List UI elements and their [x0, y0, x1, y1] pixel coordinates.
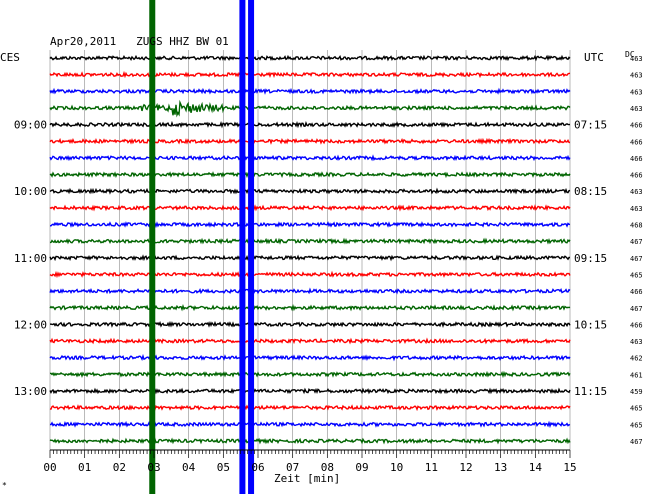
x-tick-label: 07 [286, 461, 299, 474]
dc-label: DC [625, 50, 635, 59]
dc-offset-0: 463 [630, 55, 643, 63]
dc-offset-8: 463 [630, 188, 643, 196]
trace-15 [49, 303, 571, 312]
dc-offset-14: 466 [630, 288, 643, 296]
x-tick-label: 05 [217, 461, 230, 474]
trace-1 [49, 70, 571, 79]
x-tick-label: 04 [182, 461, 196, 474]
left-time-label: 13:00 [14, 385, 47, 398]
trace-13 [49, 270, 571, 279]
dc-offset-23: 467 [630, 438, 643, 446]
trace-21 [49, 404, 571, 412]
trace-5 [49, 137, 571, 145]
right-time-label: 09:15 [574, 252, 607, 265]
right-time-label: 10:15 [574, 318, 607, 331]
dc-offset-4: 466 [630, 122, 643, 130]
dc-offset-18: 462 [630, 355, 643, 363]
marker-layer [149, 0, 255, 494]
dc-offset-13: 465 [630, 271, 643, 279]
x-tick-label: 03 [147, 461, 160, 474]
trace-7 [49, 171, 571, 179]
left-time-label: 10:00 [14, 185, 47, 198]
dc-offset-15: 467 [630, 305, 643, 313]
x-tick-label: 15 [563, 461, 576, 474]
vertical-marker-0 [149, 0, 156, 494]
dc-offset-16: 466 [630, 321, 643, 329]
dc-offset-22: 465 [630, 421, 643, 429]
dc-offset-10: 468 [630, 222, 643, 230]
x-tick-label: 14 [529, 461, 543, 474]
label-layer: 09:00 10:00 11:00 12:00 13:00 07:15 08:15 09:15… [14, 55, 643, 446]
vertical-marker-2 [248, 0, 255, 494]
dc-offset-1: 463 [630, 72, 643, 80]
vertical-marker-1 [239, 0, 246, 494]
trace-12 [49, 254, 570, 262]
trace-9 [49, 204, 571, 212]
x-tick-label: 13 [494, 461, 507, 474]
corner-mark: * [2, 481, 7, 490]
time-axis: 00 01 02 03 04 05 06 07 08 09 10 11 12 13 14 15 [43, 449, 577, 474]
right-time-label: 07:15 [574, 119, 607, 132]
x-axis-label: Zeit [min] [274, 472, 340, 485]
right-time-label: 11:15 [574, 385, 607, 398]
left-timezone-label: CES [0, 51, 20, 64]
x-tick-label: 08 [321, 461, 334, 474]
dc-offset-7: 466 [630, 172, 643, 180]
left-time-label: 09:00 [14, 119, 47, 132]
trace-11 [49, 237, 571, 245]
minute-grid [49, 50, 571, 450]
x-tick-label: 02 [113, 461, 126, 474]
x-tick-label: 11 [425, 461, 438, 474]
trace-19 [49, 370, 571, 379]
x-tick-label: 01 [78, 461, 91, 474]
trace-layer [49, 54, 571, 445]
x-tick-label: 00 [43, 461, 56, 474]
dc-offset-3: 463 [630, 105, 643, 113]
dc-offset-12: 467 [630, 255, 643, 263]
trace-8 [49, 187, 571, 195]
right-timezone-label: UTC [584, 51, 604, 64]
x-tick-label: 06 [251, 461, 264, 474]
trace-3 [49, 99, 571, 118]
dc-offset-2: 463 [630, 88, 643, 96]
right-time-label: 08:15 [574, 185, 607, 198]
trace-10 [50, 221, 571, 229]
left-time-label: 12:00 [14, 318, 47, 331]
dc-offset-11: 467 [630, 238, 643, 246]
trace-16 [49, 320, 571, 328]
trace-17 [49, 337, 571, 345]
trace-22 [49, 420, 571, 429]
chart-title: Apr20,2011 ZUGS HHZ BW 01 [50, 35, 229, 48]
dc-offset-9: 463 [630, 205, 643, 213]
trace-23 [49, 437, 571, 445]
trace-18 [49, 353, 571, 362]
left-time-label: 11:00 [14, 252, 47, 265]
dc-offset-19: 461 [630, 371, 643, 379]
x-tick-label: 10 [390, 461, 403, 474]
dc-offset-6: 466 [630, 155, 643, 163]
trace-0 [49, 54, 571, 62]
trace-6 [49, 154, 571, 162]
trace-2 [49, 87, 571, 95]
dc-offset-21: 465 [630, 405, 643, 413]
trace-4 [49, 120, 571, 129]
trace-14 [49, 287, 571, 295]
dc-offset-5: 466 [630, 138, 643, 146]
dc-offset-17: 463 [630, 338, 643, 346]
dc-offset-20: 459 [630, 388, 643, 396]
trace-20 [49, 387, 571, 395]
x-tick-label: 09 [355, 461, 368, 474]
x-tick-label: 12 [459, 461, 472, 474]
